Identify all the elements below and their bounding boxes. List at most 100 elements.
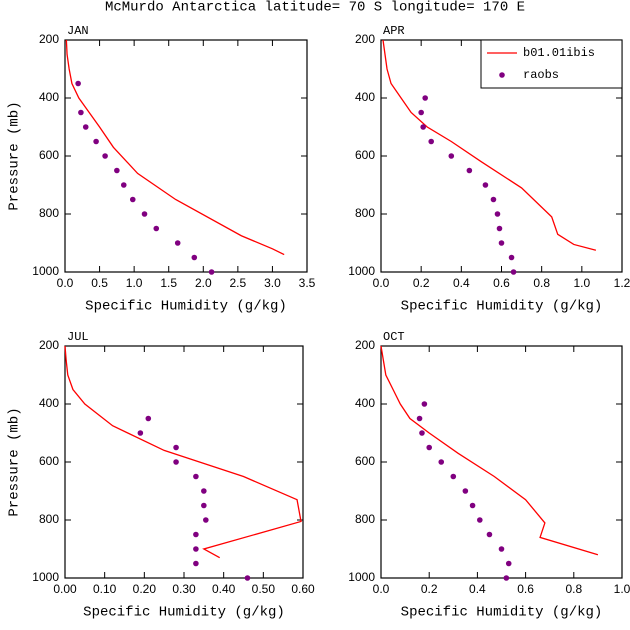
point xyxy=(173,444,179,451)
legend-box xyxy=(480,39,623,89)
legend-swatch xyxy=(499,72,505,78)
point xyxy=(510,269,517,275)
point xyxy=(498,240,505,246)
point xyxy=(244,575,251,581)
x-tick-label: 1.2 xyxy=(614,276,630,290)
point xyxy=(482,182,489,188)
point xyxy=(82,124,89,130)
y-tick-label: 600 xyxy=(39,148,59,162)
point xyxy=(421,401,428,407)
panel-label: OCT xyxy=(383,330,405,344)
point xyxy=(486,531,493,538)
x-tick-label: 0.6 xyxy=(493,276,510,290)
point xyxy=(102,153,108,159)
x-axis-label: Specific Humidity (g/kg) xyxy=(401,605,603,621)
x-tick-label: 0.6 xyxy=(517,582,534,596)
x-tick-label: 0.4 xyxy=(469,582,486,596)
x-tick-label: 0.60 xyxy=(291,582,315,596)
y-tick-label: 800 xyxy=(39,512,59,526)
y-tick-label: 1000 xyxy=(32,264,59,278)
x-tick-label: 2.0 xyxy=(195,276,212,290)
x-tick-label: 1.0 xyxy=(573,276,590,290)
plot-frame xyxy=(64,39,308,273)
point xyxy=(498,546,505,552)
x-tick-label: 0.0 xyxy=(373,276,390,290)
point xyxy=(505,560,512,567)
x-tick-label: 1.0 xyxy=(614,582,630,596)
point xyxy=(462,488,469,494)
point xyxy=(496,225,503,232)
point xyxy=(129,196,136,203)
point xyxy=(477,517,483,523)
x-tick-label: 0.5 xyxy=(91,276,108,290)
y-tick-label: 400 xyxy=(355,90,375,104)
y-tick-label: 200 xyxy=(355,338,375,352)
x-tick-label: 0.50 xyxy=(252,582,276,596)
point xyxy=(428,138,435,145)
point xyxy=(466,167,473,174)
x-tick-label: 0.40 xyxy=(212,582,236,596)
point xyxy=(208,269,215,275)
y-tick-label: 200 xyxy=(355,32,375,46)
point xyxy=(422,95,428,101)
point xyxy=(141,211,148,217)
point xyxy=(418,109,424,116)
legend-label: raobs xyxy=(523,68,559,82)
point xyxy=(503,575,510,581)
point xyxy=(120,182,127,188)
x-tick-label: 0.10 xyxy=(93,582,117,596)
y-tick-label: 1000 xyxy=(348,570,375,584)
y-tick-label: 800 xyxy=(355,512,375,526)
point xyxy=(114,167,120,174)
point xyxy=(420,124,426,130)
point xyxy=(419,430,425,436)
y-tick-label: 400 xyxy=(39,90,59,104)
x-tick-label: 3.5 xyxy=(299,276,316,290)
point xyxy=(193,531,199,538)
point xyxy=(203,517,209,523)
point xyxy=(193,546,199,552)
x-tick-label: 2.5 xyxy=(230,276,247,290)
y-tick-label: 400 xyxy=(39,396,59,410)
line xyxy=(64,345,302,559)
point xyxy=(137,430,144,436)
point xyxy=(448,153,455,159)
point xyxy=(93,138,99,145)
point xyxy=(469,502,476,509)
y-tick-label: 400 xyxy=(355,396,375,410)
y-tick-label: 800 xyxy=(355,206,375,220)
point xyxy=(416,415,423,422)
x-tick-label: 0.8 xyxy=(565,582,582,596)
line xyxy=(65,39,285,256)
x-tick-label: 3.0 xyxy=(264,276,281,290)
point xyxy=(438,459,445,465)
y-tick-label: 600 xyxy=(355,454,375,468)
x-tick-label: 0.8 xyxy=(533,276,550,290)
x-axis-label: Specific Humidity (g/kg) xyxy=(401,299,603,315)
y-tick-label: 600 xyxy=(355,148,375,162)
panel-label: APR xyxy=(383,24,405,38)
x-tick-label: 1.5 xyxy=(160,276,177,290)
x-tick-label: 0.2 xyxy=(421,582,438,596)
point xyxy=(145,415,152,422)
x-tick-label: 0.0 xyxy=(373,582,390,596)
x-axis-label: Specific Humidity (g/kg) xyxy=(83,605,285,621)
y-tick-label: 1000 xyxy=(32,570,59,584)
x-tick-label: 0.2 xyxy=(413,276,430,290)
point xyxy=(490,196,497,203)
plot-frame xyxy=(64,345,304,579)
x-tick-label: 0.0 xyxy=(57,276,74,290)
point xyxy=(450,473,457,480)
line xyxy=(382,39,597,251)
x-axis-label: Specific Humidity (g/kg) xyxy=(85,299,287,315)
line xyxy=(380,345,599,556)
point xyxy=(193,560,199,567)
y-tick-label: 200 xyxy=(39,32,59,46)
panel-label: JAN xyxy=(67,24,89,38)
x-tick-label: 0.20 xyxy=(133,582,157,596)
y-tick-label: 800 xyxy=(39,206,59,220)
y-axis-label: Pressure (mb) xyxy=(7,101,23,210)
x-tick-label: 0.00 xyxy=(53,582,77,596)
point xyxy=(201,502,207,509)
